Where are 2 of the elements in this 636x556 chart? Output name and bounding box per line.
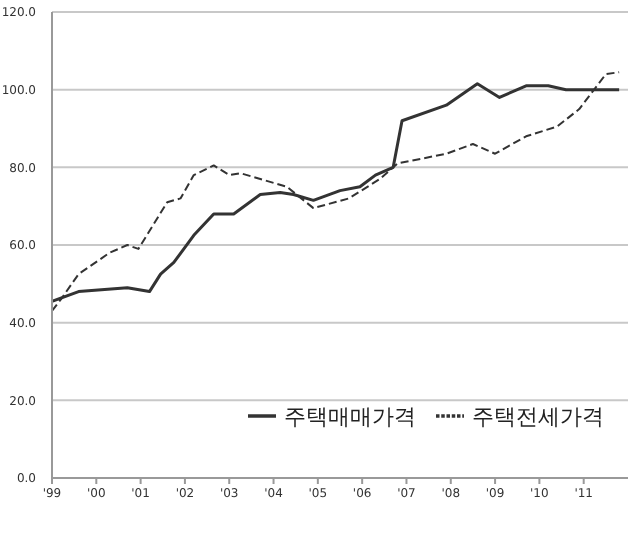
legend-label: 주택매매가격 [284, 404, 416, 430]
legend-label: 주택전세가격 [472, 404, 604, 430]
